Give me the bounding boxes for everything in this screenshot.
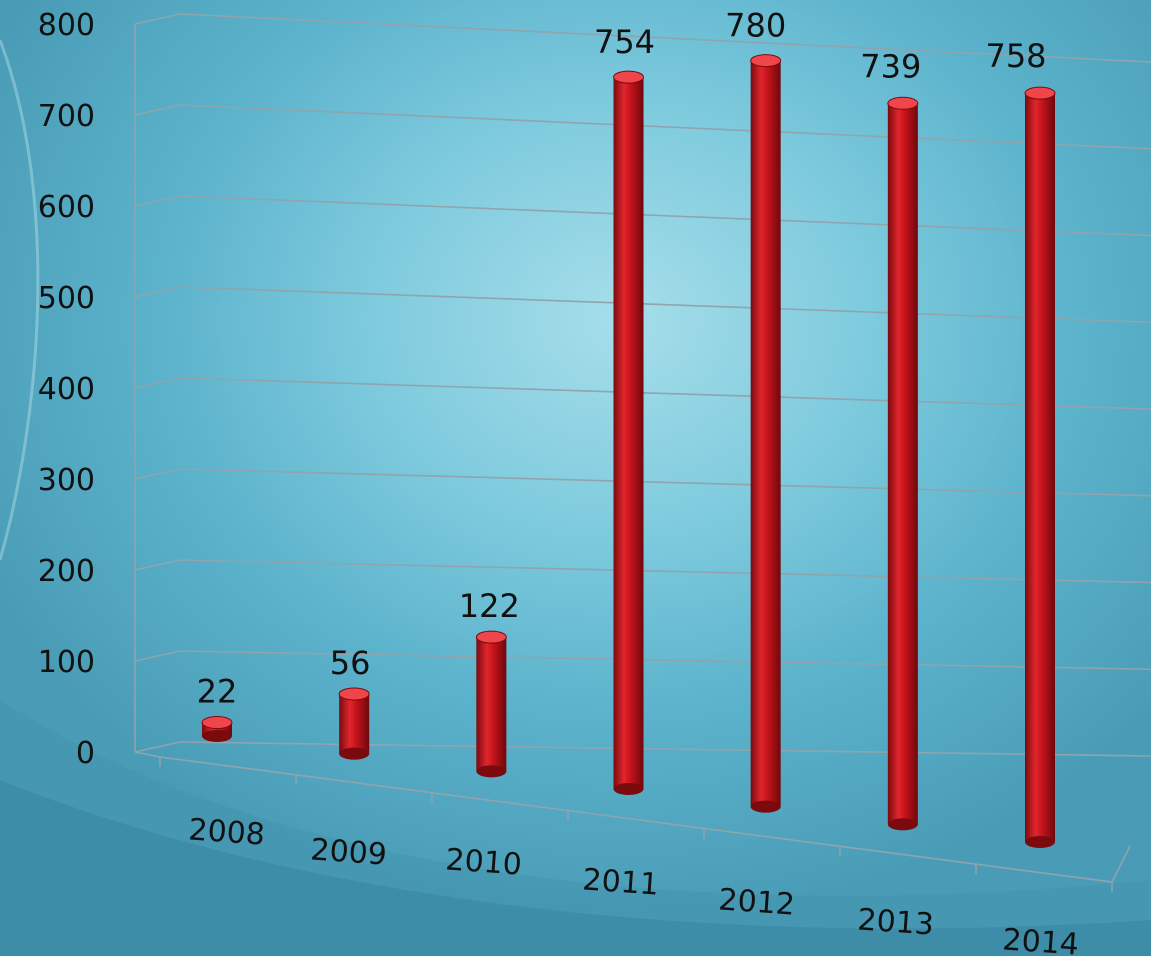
x-tick-label: 2013 — [856, 902, 935, 942]
gridlines — [134, 13, 1151, 892]
data-label: 758 — [985, 37, 1046, 75]
y-tick-label: 400 — [38, 372, 95, 407]
bar-top — [1024, 86, 1056, 100]
bar — [1024, 86, 1056, 848]
bar-body — [339, 693, 370, 754]
bar — [887, 96, 919, 831]
bar — [613, 70, 644, 795]
y-tick-label: 300 — [38, 463, 95, 498]
y-tick-label: 200 — [38, 554, 95, 589]
x-tick-label: 2009 — [309, 832, 388, 872]
bar — [750, 54, 782, 813]
bar-base — [476, 765, 507, 778]
bar-body — [613, 77, 644, 790]
x-axis-line — [134, 751, 1131, 883]
y-tick-label: 700 — [38, 99, 95, 134]
y-tick-label: 600 — [38, 190, 95, 225]
bar-top — [338, 687, 370, 701]
bar-base — [339, 747, 370, 760]
bars: 22 56 122 754 780 739 758 — [197, 7, 1056, 848]
data-label: 22 — [197, 673, 238, 711]
gridline — [134, 286, 1151, 324]
gridline — [134, 195, 1151, 237]
bar — [338, 687, 370, 760]
bar-body — [476, 637, 507, 772]
data-label: 780 — [725, 7, 786, 45]
y-tick-label: 500 — [38, 281, 95, 316]
x-tick-label: 2014 — [1001, 922, 1080, 956]
bar-top — [887, 96, 919, 110]
y-tick-label: 0 — [76, 736, 95, 771]
gridline — [134, 650, 1151, 671]
y-tick-label: 800 — [38, 8, 95, 43]
bar-base — [613, 783, 644, 795]
gridline — [134, 13, 1151, 63]
bar-base — [750, 800, 781, 813]
bar-base — [1025, 836, 1055, 848]
bar-base — [887, 818, 918, 831]
x-tick-label: 2010 — [444, 842, 523, 882]
gridline — [134, 468, 1151, 497]
data-label: 122 — [459, 587, 520, 625]
gridline — [134, 377, 1151, 410]
x-tick-label: 2011 — [581, 862, 660, 902]
data-label: 739 — [860, 47, 921, 85]
bar-body — [887, 103, 918, 825]
gridline — [134, 104, 1151, 150]
data-label: 754 — [594, 23, 655, 61]
bar-top — [475, 630, 507, 644]
x-axis-ticks: 2008 2009 2010 2011 2012 2013 2014 — [187, 812, 1080, 956]
gridline — [134, 741, 1151, 757]
y-axis-ticks: 0 100 200 300 400 500 600 700 800 — [38, 8, 95, 771]
bar-body — [1025, 93, 1055, 843]
bar-base — [202, 730, 232, 742]
bar-top — [613, 70, 644, 84]
data-label: 56 — [330, 644, 371, 682]
x-tick-label: 2012 — [717, 882, 796, 922]
bar — [475, 630, 507, 778]
gridline — [134, 559, 1151, 584]
x-tick-label: 2008 — [187, 812, 266, 852]
bar-body — [750, 60, 781, 807]
bar-top — [201, 716, 233, 730]
bar — [201, 716, 233, 742]
bar-top — [750, 54, 782, 68]
y-tick-label: 100 — [38, 645, 95, 680]
